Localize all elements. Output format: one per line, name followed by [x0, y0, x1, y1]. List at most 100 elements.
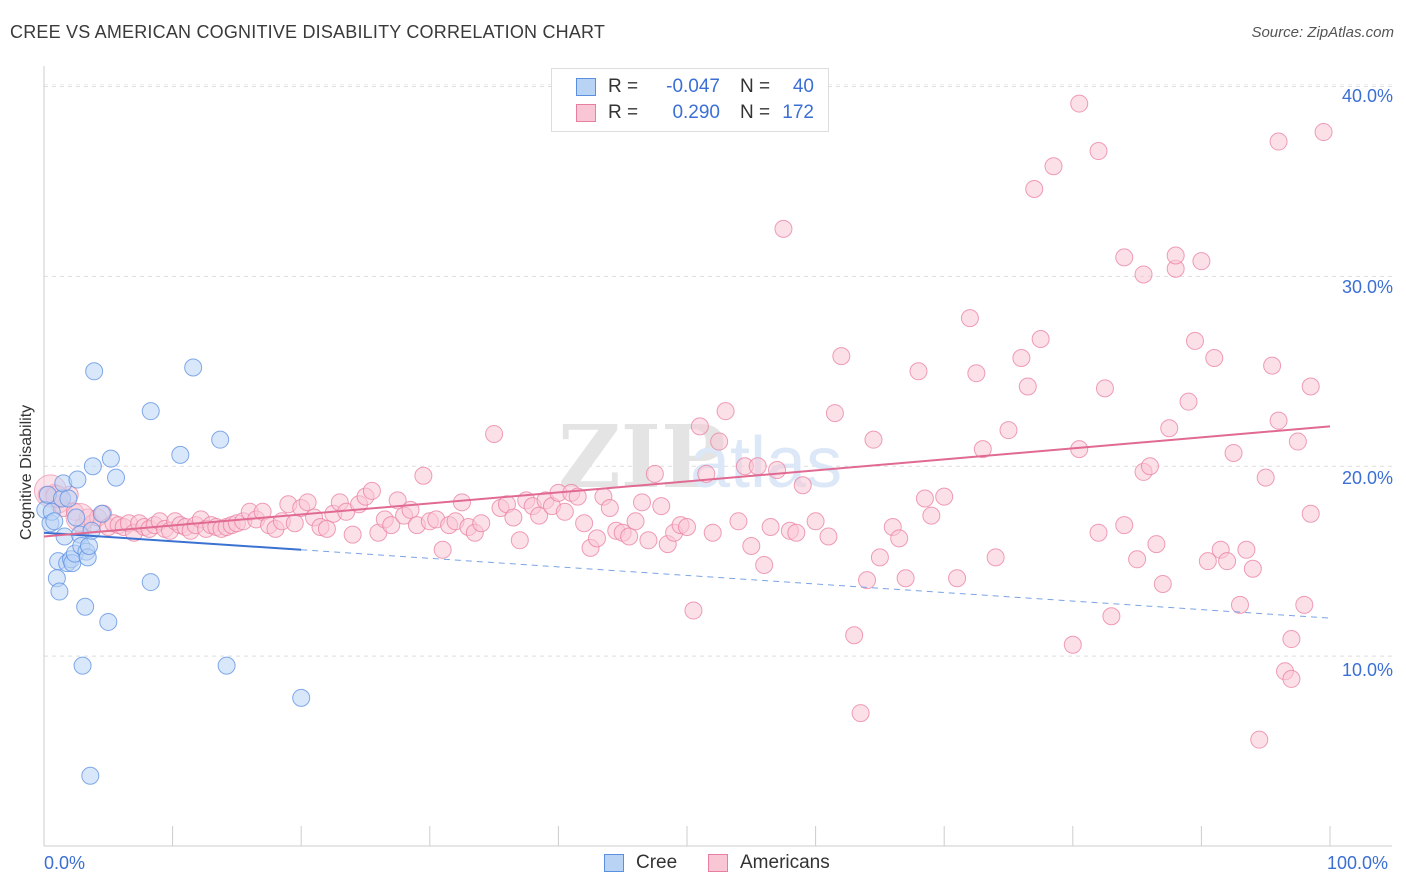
americans-point-139: [948, 569, 967, 588]
americans-point-113: [697, 464, 716, 483]
americans-point-159: [1153, 574, 1172, 593]
americans-point-120: [774, 219, 793, 238]
americans-point-166: [1218, 552, 1237, 571]
cree-point-28: [85, 362, 104, 381]
americans-point-157: [1140, 457, 1159, 476]
americans-point-138: [935, 487, 954, 506]
cree-point-12: [59, 489, 78, 508]
americans-point-89: [575, 514, 594, 533]
americans-point-115: [716, 402, 735, 421]
americans-point-126: [832, 347, 851, 366]
americans-point-151: [1089, 523, 1108, 542]
americans-point-105: [678, 518, 696, 537]
source-label: Source: ZipAtlas.com: [1251, 24, 1394, 41]
americans-outlier-point-14: [1269, 132, 1288, 151]
americans-point-75: [485, 424, 504, 443]
americans-point-143: [986, 548, 1005, 567]
americans-point-107: [729, 512, 748, 531]
americans-point-99: [639, 531, 658, 550]
americans-point-61: [388, 491, 407, 510]
americans-point-146: [1018, 377, 1037, 396]
cree-point-16: [67, 508, 86, 527]
trend-lines: [43, 425, 1331, 619]
americans-outlier-point-12: [1301, 504, 1320, 523]
americans-point-167: [1224, 443, 1243, 462]
americans-point-114: [710, 432, 729, 451]
americans-outlier-point-0: [1044, 157, 1063, 176]
americans-point-74: [472, 514, 491, 533]
legend-item-cree[interactable]: Cree: [604, 852, 677, 874]
americans-outlier-point-8: [1230, 595, 1249, 614]
americans-point-118: [755, 555, 774, 574]
americans-point-134: [896, 569, 915, 588]
americans-point-128: [851, 704, 870, 723]
r-value: -0.047: [666, 76, 720, 97]
americans-point-154: [1115, 516, 1134, 535]
americans-point-98: [632, 493, 651, 512]
cree-point-31: [101, 449, 120, 468]
americans-point-162: [1179, 392, 1198, 411]
series-americans: [33, 94, 1333, 749]
americans-point-109: [761, 518, 780, 537]
cree-point-20: [73, 656, 92, 675]
americans-point-122: [793, 476, 812, 495]
n-label: N =: [740, 102, 771, 123]
cree-point-32: [107, 468, 126, 487]
americans-outlier-point-7: [1205, 349, 1224, 368]
cree-point-21: [76, 597, 95, 616]
americans-point-148: [1031, 330, 1050, 349]
americans-point-57: [362, 481, 381, 500]
x-tick-label-max: 100.0%: [1327, 853, 1389, 873]
americans-point-86: [555, 502, 574, 521]
americans-point-119: [768, 461, 787, 480]
americans-point-97: [626, 512, 645, 531]
cree-point-33: [141, 402, 160, 421]
americans-outlier-point-9: [1250, 730, 1269, 749]
cree-point-38: [217, 656, 236, 675]
americans-point-124: [819, 527, 838, 546]
americans-point-155: [1128, 550, 1147, 569]
americans-point-140: [960, 309, 979, 328]
americans-point-54: [343, 525, 362, 544]
americans-point-125: [825, 404, 844, 423]
cree-point-36: [184, 358, 203, 377]
r-label: R =: [608, 76, 639, 97]
americans-point-100: [645, 464, 664, 483]
americans-point-93: [600, 499, 619, 518]
cree-trend-solid: [43, 531, 302, 551]
americans-point-123: [806, 512, 825, 531]
americans-point-142: [973, 440, 992, 459]
cree-trend-dashed: [301, 549, 1331, 619]
americans-point-171: [1269, 411, 1288, 430]
legend-item-americans[interactable]: Americans: [708, 852, 830, 874]
americans-point-158: [1147, 535, 1166, 554]
americans-point-149: [1063, 635, 1082, 654]
americans-point-71: [452, 493, 471, 512]
axes: [43, 66, 1392, 847]
cree-point-37: [211, 430, 230, 449]
americans-point-163: [1192, 252, 1211, 271]
americans-point-117: [748, 457, 767, 476]
americans-point-133: [890, 529, 909, 548]
x-tick-label-min: 0.0%: [44, 853, 86, 873]
cree-point-39: [292, 688, 311, 707]
cree-point-34: [141, 573, 160, 592]
americans-outlier-point-15: [1263, 356, 1282, 375]
r-value: 0.290: [672, 102, 720, 123]
americans-outlier-point-5: [1166, 246, 1185, 265]
americans-point-111: [684, 601, 703, 620]
americans-point-68: [433, 540, 452, 559]
americans-point-141: [967, 364, 986, 383]
americans-point-101: [652, 497, 671, 516]
americans-point-47: [298, 493, 317, 512]
legend-row-cree: R = -0.047 N = 40: [576, 75, 814, 99]
americans-point-127: [845, 626, 864, 645]
americans-point-65: [414, 466, 433, 485]
americans-point-60: [382, 516, 401, 535]
americans-point-131: [870, 548, 889, 567]
americans-point-135: [909, 362, 928, 381]
legend-swatch-cree: [576, 78, 596, 96]
legend-row-americans: R = 0.290 N = 172: [576, 101, 814, 125]
cree-point-30: [99, 612, 118, 631]
